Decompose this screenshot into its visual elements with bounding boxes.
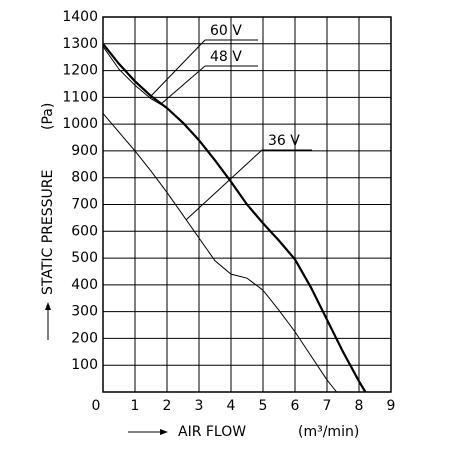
leader-line: [150, 39, 206, 97]
y-axis-title: STATIC PRESSURE (Pa): [40, 103, 56, 340]
y-tick-label: 1100: [62, 89, 98, 105]
x-label: AIR FLOW: [178, 424, 246, 440]
y-unit: (Pa): [40, 103, 56, 130]
y-tick-label: 600: [71, 223, 98, 239]
y-tick-label: 1000: [62, 116, 98, 132]
y-tick-label: 400: [71, 277, 98, 293]
x-tick-label: 8: [355, 398, 364, 414]
x-tick-label: 7: [323, 398, 332, 414]
series-line: [102, 43, 367, 393]
y-tick-label: 800: [71, 170, 98, 186]
x-tick-label: 1: [131, 398, 140, 414]
series-line: [102, 113, 337, 393]
x-unit: (m³/min): [298, 424, 359, 440]
series-line: [102, 46, 168, 109]
y-tick-label: 1300: [62, 36, 98, 52]
x-tick-label: 0: [92, 398, 101, 414]
y-tick-label: 200: [71, 330, 98, 346]
x-tick-label: 2: [163, 398, 172, 414]
y-arrow-head: [45, 302, 51, 310]
leader-line: [185, 149, 263, 221]
x-tick-label: 3: [195, 398, 204, 414]
series-label: 48 V: [210, 49, 242, 65]
y-tick-label: 1400: [62, 9, 98, 25]
y-tick-label: 900: [71, 143, 98, 159]
y-tick-label: 1200: [62, 63, 98, 79]
y-tick-label: 300: [71, 304, 98, 320]
x-arrow-head: [160, 429, 168, 435]
x-tick-label: 4: [227, 398, 236, 414]
y-tick-label: 500: [71, 250, 98, 266]
series-label: 36 V: [268, 133, 300, 149]
y-label: STATIC PRESSURE: [40, 170, 56, 295]
y-tick-label: 700: [71, 197, 98, 213]
y-tick-label: 100: [71, 357, 98, 373]
x-tick-label: 6: [291, 398, 300, 414]
x-tick-label: 5: [259, 398, 268, 414]
leader-line: [160, 65, 206, 105]
x-tick-label: 9: [387, 398, 396, 414]
series-label: 60 V: [210, 23, 242, 39]
